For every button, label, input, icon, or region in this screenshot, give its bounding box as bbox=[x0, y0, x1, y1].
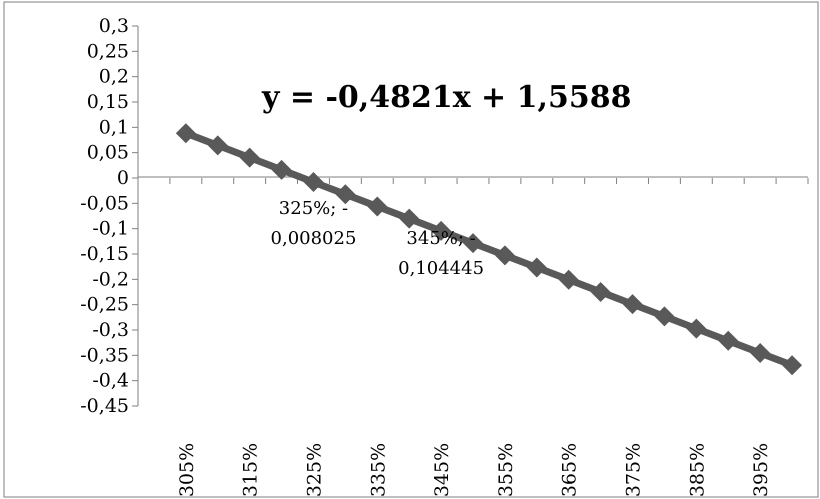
data-point bbox=[686, 318, 707, 339]
chart-border bbox=[3, 1, 819, 498]
trendline-equation: y = -0,4821x + 1,5588 bbox=[261, 80, 631, 115]
annotations: 325%; - 0,008025 345%; - 0,104445 bbox=[271, 198, 485, 279]
data-point bbox=[335, 184, 356, 205]
y-tick-label: -0,1 bbox=[92, 218, 129, 240]
x-tick-label: 345% bbox=[431, 443, 453, 497]
x-tick-label: 395% bbox=[750, 443, 772, 497]
y-axis-ticks: 0,3 0,25 0,2 0,15 0,1 0,05 0 -0,05 -0,1 -0,15 -0,2… bbox=[80, 15, 138, 417]
data-label-line2: 0,104445 bbox=[398, 258, 484, 279]
data-point bbox=[175, 123, 196, 144]
data-point bbox=[558, 269, 579, 290]
x-tick-label: 355% bbox=[495, 443, 517, 497]
data-point bbox=[718, 330, 739, 351]
x-tick-label: 385% bbox=[686, 443, 708, 497]
data-point bbox=[654, 306, 675, 327]
data-point bbox=[494, 245, 515, 266]
y-tick-label: 0,2 bbox=[99, 66, 129, 88]
y-tick-label: -0,25 bbox=[80, 294, 129, 316]
series-group bbox=[175, 123, 803, 376]
data-point bbox=[207, 135, 228, 156]
data-point bbox=[750, 343, 771, 364]
x-tick-label: 365% bbox=[559, 443, 581, 497]
y-tick-label: -0,4 bbox=[92, 370, 129, 392]
data-point bbox=[399, 208, 420, 229]
x-tick-label: 315% bbox=[240, 443, 262, 497]
data-point bbox=[367, 196, 388, 217]
x-tick-label: 375% bbox=[623, 443, 645, 497]
x-tick-label: 325% bbox=[303, 443, 325, 497]
y-tick-label: -0,05 bbox=[80, 192, 129, 214]
data-label-line2: 0,008025 bbox=[271, 228, 357, 249]
y-tick-label: -0,15 bbox=[80, 243, 129, 265]
y-tick-label: 0 bbox=[117, 167, 129, 189]
y-tick-label: -0,3 bbox=[92, 319, 129, 341]
data-label-line1: 325%; - bbox=[279, 198, 348, 219]
data-point bbox=[431, 220, 452, 241]
data-label-line1: 345%; - bbox=[406, 228, 475, 249]
data-point bbox=[782, 355, 803, 376]
y-tick-label: 0,1 bbox=[99, 116, 129, 138]
data-point bbox=[271, 159, 292, 180]
y-tick-label: -0,45 bbox=[80, 395, 129, 417]
x-axis-ticks: 305% 315% 325% 335% 345% 355% 365% 375% 385% 395% bbox=[169, 178, 809, 497]
y-tick-label: 0,25 bbox=[87, 40, 129, 62]
data-point bbox=[622, 294, 643, 315]
data-point bbox=[526, 257, 547, 278]
y-tick-label: -0,35 bbox=[80, 344, 129, 366]
y-tick-label: 0,3 bbox=[99, 15, 129, 37]
data-point bbox=[463, 233, 483, 254]
data-point bbox=[239, 147, 260, 168]
data-point bbox=[303, 172, 324, 193]
x-tick-label: 305% bbox=[176, 443, 198, 497]
y-tick-label: 0,15 bbox=[87, 91, 129, 113]
data-point bbox=[590, 281, 611, 302]
x-tick-label: 335% bbox=[367, 443, 389, 497]
y-tick-label: 0,05 bbox=[87, 142, 129, 164]
y-tick-label: -0,2 bbox=[92, 268, 129, 290]
